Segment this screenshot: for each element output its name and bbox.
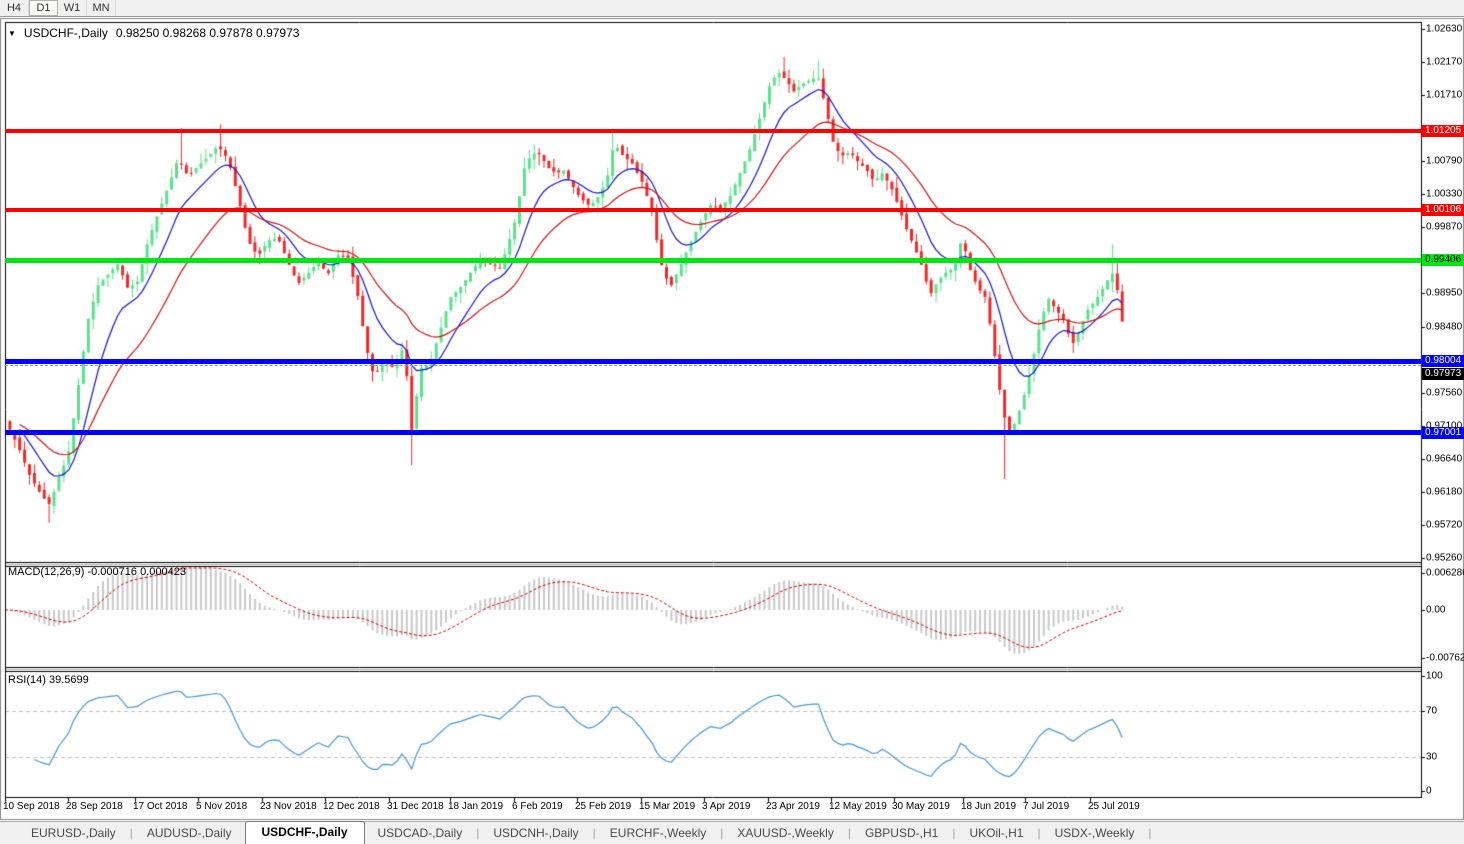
date-label: 25 Jul 2019 bbox=[1088, 801, 1140, 812]
tab-separator: | bbox=[476, 826, 480, 840]
price-axis-label: 1.02170 bbox=[1426, 56, 1463, 68]
chart-symbol-label: USDCHF-,Daily bbox=[23, 26, 108, 40]
price-axis-label: 0.95260 bbox=[1426, 552, 1463, 564]
timeframe-button-h4[interactable]: H4 bbox=[0, 0, 29, 16]
tab-xauusd-weekly[interactable]: XAUUSD-,Weekly bbox=[737, 826, 834, 840]
level-price-label: 1.01205 bbox=[1422, 125, 1464, 138]
tab-usdcad-daily[interactable]: USDCAD-,Daily bbox=[377, 826, 463, 840]
level-price-label: 0.97001 bbox=[1422, 426, 1464, 439]
tab-separator: | bbox=[1148, 826, 1152, 840]
price-axis-label: 1.02630 bbox=[1426, 23, 1463, 35]
timeframe-button-w1[interactable]: W1 bbox=[58, 0, 87, 16]
rsi-axis-label: 70 bbox=[1426, 705, 1438, 716]
tab-ukoil-h1[interactable]: UKOil-,H1 bbox=[969, 826, 1024, 840]
date-label: 18 Jan 2019 bbox=[448, 801, 504, 812]
chart-tab-bar: EURUSD-,Daily | AUDUSD-,Daily USDCHF-,Daily… bbox=[0, 821, 1464, 844]
date-label: 18 Jun 2019 bbox=[961, 801, 1017, 812]
timeframe-toolbar: H4 D1 W1 MN bbox=[0, 0, 1464, 17]
date-label: 25 Feb 2019 bbox=[575, 801, 632, 812]
date-label: 23 Apr 2019 bbox=[766, 801, 820, 812]
tab-separator: | bbox=[952, 826, 956, 840]
macd-axis-label: -0.00762 bbox=[1426, 652, 1464, 664]
date-label: 15 Mar 2019 bbox=[639, 801, 696, 812]
tab-usdchf-daily[interactable]: USDCHF-,Daily bbox=[244, 821, 365, 844]
date-label: 17 Oct 2018 bbox=[133, 801, 188, 812]
date-label: 7 Jul 2019 bbox=[1023, 801, 1070, 812]
price-axis-label: 0.95720 bbox=[1426, 519, 1463, 531]
date-label: 30 May 2019 bbox=[892, 801, 950, 812]
level-price-label: 0.99406 bbox=[1422, 254, 1464, 267]
timeframe-button-d1[interactable]: D1 bbox=[29, 0, 58, 16]
price-axis-label: 0.97560 bbox=[1426, 387, 1463, 399]
tab-gbpusd-h1[interactable]: GBPUSD-,H1 bbox=[864, 826, 939, 840]
rsi-axis-label: 0 bbox=[1426, 785, 1432, 797]
date-label: 6 Feb 2019 bbox=[512, 801, 563, 812]
rsi-axis-label: 100 bbox=[1426, 670, 1443, 682]
level-line-1.01205[interactable] bbox=[5, 129, 1421, 134]
date-label: 23 Nov 2018 bbox=[260, 801, 317, 812]
tab-eurchf-weekly[interactable]: EURCHF-,Weekly bbox=[609, 826, 707, 840]
tab-separator: | bbox=[720, 826, 724, 840]
level-line-0.99406[interactable] bbox=[5, 257, 1421, 263]
tab-audusd-daily[interactable]: AUDUSD-,Daily bbox=[146, 826, 232, 840]
date-label: 10 Sep 2018 bbox=[3, 801, 60, 812]
chart-quote-label: 0.98250 0.98268 0.97878 0.97973 bbox=[115, 26, 300, 40]
macd-axis-label: 0.006286 bbox=[1426, 567, 1464, 579]
chart-title: ▼ USDCHF-,Daily 0.98250 0.98268 0.97878 … bbox=[8, 26, 299, 40]
price-axis-label: 1.00790 bbox=[1426, 155, 1463, 167]
price-axis-label: 0.96640 bbox=[1426, 453, 1463, 465]
tab-separator: | bbox=[592, 826, 596, 840]
level-price-label: 1.00106 bbox=[1422, 204, 1464, 217]
level-line-0.98004[interactable] bbox=[5, 358, 1421, 364]
tab-separator: | bbox=[129, 826, 133, 840]
macd-indicator-label: MACD(12,26,9) -0.000716 0.000423 bbox=[8, 566, 186, 578]
level-line-1.00106[interactable] bbox=[5, 208, 1421, 213]
price-axis-label: 1.00330 bbox=[1426, 188, 1463, 200]
symbol-dropdown-icon[interactable]: ▼ bbox=[8, 28, 16, 38]
current-price-label: 0.97973 bbox=[1422, 368, 1464, 380]
timeframe-button-mn[interactable]: MN bbox=[87, 0, 116, 16]
tab-eurusd-daily[interactable]: EURUSD-,Daily bbox=[31, 826, 116, 840]
rsi-axis-label: 30 bbox=[1426, 751, 1438, 762]
tab-separator: | bbox=[1037, 826, 1041, 840]
price-axis-label: 0.99870 bbox=[1426, 221, 1463, 233]
tab-usdx-weekly[interactable]: USDX-,Weekly bbox=[1054, 826, 1135, 840]
tab-separator: | bbox=[847, 826, 851, 840]
date-label: 12 Dec 2018 bbox=[323, 801, 380, 812]
price-axis-label: 0.96180 bbox=[1426, 486, 1463, 498]
current-price-line bbox=[5, 365, 1421, 366]
level-line-0.97001[interactable] bbox=[5, 430, 1421, 436]
date-label: 3 Apr 2019 bbox=[702, 801, 751, 812]
macd-axis-label: 0.00 bbox=[1426, 604, 1446, 616]
price-axis-label: 0.98950 bbox=[1426, 287, 1463, 299]
date-label: 5 Nov 2018 bbox=[196, 801, 248, 812]
tab-usdcnh-daily[interactable]: USDCNH-,Daily bbox=[493, 826, 579, 840]
rsi-indicator-label: RSI(14) 39.5699 bbox=[8, 674, 89, 686]
price-axis-label: 0.98480 bbox=[1426, 321, 1463, 333]
price-axis-label: 1.01710 bbox=[1426, 89, 1463, 101]
price-axis-label: 0.97100 bbox=[1426, 420, 1463, 432]
level-price-label: 0.98004 bbox=[1422, 355, 1464, 367]
date-label: 28 Sep 2018 bbox=[66, 801, 123, 812]
date-label: 31 Dec 2018 bbox=[387, 801, 444, 812]
date-label: 12 May 2019 bbox=[829, 801, 887, 812]
